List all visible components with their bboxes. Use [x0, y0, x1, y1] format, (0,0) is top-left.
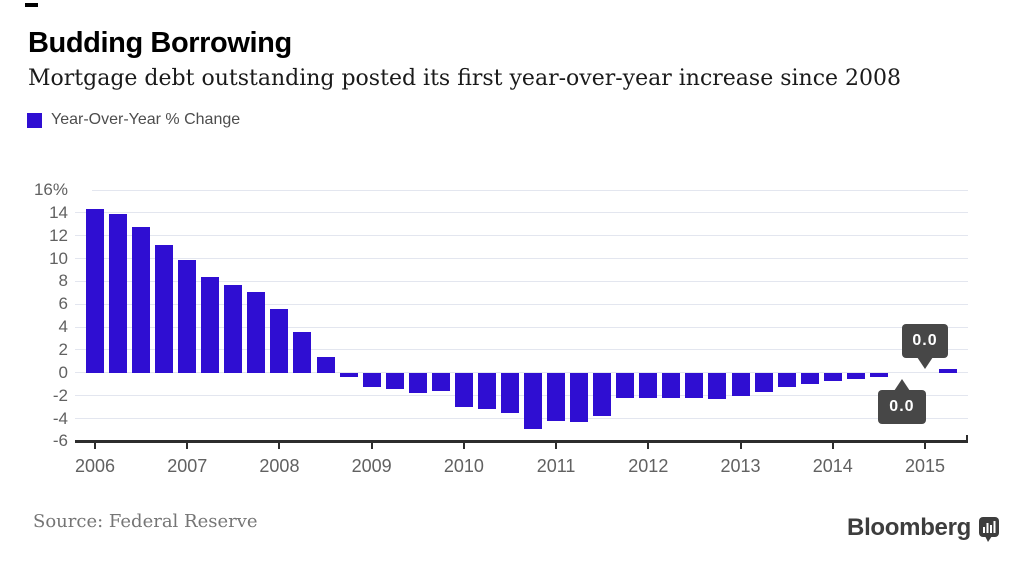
gridline [75, 212, 968, 214]
bar [86, 209, 104, 373]
bar [685, 372, 704, 398]
y-tick-label: -4 [52, 408, 68, 428]
x-tick-label: 2007 [167, 456, 208, 476]
bar [270, 308, 289, 373]
x-axis-end-cap [966, 435, 968, 442]
gridline [75, 372, 968, 374]
x-axis-tick [462, 441, 465, 450]
y-tick-label: 14 [49, 202, 68, 222]
bar [547, 372, 566, 421]
bloomberg-logo: Bloomberg [847, 514, 1000, 548]
x-axis-tick [831, 441, 834, 450]
x-tick-label: 2014 [812, 456, 853, 476]
legend-swatch-icon [27, 112, 42, 128]
bar [777, 372, 796, 387]
gridline [75, 418, 968, 420]
y-tick-label: 6 [58, 294, 68, 314]
bar [316, 356, 335, 373]
tooltip-above: 0.0 [901, 324, 948, 358]
y-tick-label: -6 [52, 431, 68, 451]
bloomberg-wordmark: Bloomberg [847, 514, 971, 541]
x-tick-label: 2013 [720, 456, 761, 476]
tooltip-above-pointer [916, 357, 933, 369]
x-tick-label: 2010 [443, 456, 484, 476]
x-tick-label: 2009 [351, 456, 392, 476]
bar [408, 372, 427, 394]
y-tick-label: 12 [49, 225, 68, 245]
top-accent-mark [25, 3, 38, 7]
x-axis-tick [647, 441, 650, 450]
x-tick-label: 2008 [259, 456, 300, 476]
x-axis-tick [739, 441, 742, 450]
gridline [75, 303, 968, 305]
bar [339, 372, 358, 378]
bar [754, 372, 773, 393]
gridline [75, 395, 968, 397]
x-axis-line [75, 440, 968, 443]
x-tick-label: 2015 [904, 456, 945, 476]
bar [454, 372, 473, 408]
x-tick-label: 2012 [628, 456, 669, 476]
x-axis-tick [923, 441, 926, 450]
source-note: Source: Federal Reserve [33, 511, 258, 532]
bar [293, 331, 312, 373]
tooltip-below: 0.0 [877, 390, 926, 424]
bar [500, 372, 519, 413]
legend: Year-Over-Year % Change [27, 111, 240, 129]
bar [362, 372, 381, 387]
bar [846, 372, 865, 379]
bar [639, 372, 658, 398]
bar [385, 372, 404, 389]
gridline [75, 349, 968, 351]
legend-label: Year-Over-Year % Change [51, 111, 241, 128]
x-axis-tick [94, 441, 96, 450]
y-tick-label: 2 [58, 339, 68, 359]
gridline [75, 235, 968, 237]
bar [431, 372, 450, 392]
bar [708, 372, 727, 400]
bar [662, 372, 681, 398]
bar [477, 372, 496, 410]
bar [800, 372, 819, 385]
y-tick-label: 16% [33, 180, 68, 199]
bar [247, 291, 266, 373]
y-tick-label: -2 [52, 385, 68, 405]
bar [731, 372, 750, 396]
y-tick-label: 10 [49, 248, 68, 268]
bar [616, 372, 635, 398]
bar [178, 259, 197, 373]
y-tick-label: 4 [58, 317, 68, 337]
gridline [75, 326, 968, 328]
gridline [75, 280, 968, 282]
bar [109, 213, 128, 373]
bloomberg-chart-bubble-icon [978, 516, 1000, 548]
x-axis-tick [278, 441, 281, 450]
tooltip-below-pointer [893, 379, 910, 391]
bar [593, 372, 612, 417]
gridline [92, 189, 968, 191]
bar [201, 276, 220, 373]
y-tick-label: 0 [58, 362, 68, 382]
bar [939, 369, 958, 373]
x-axis-tick [555, 441, 558, 450]
bar [869, 372, 888, 378]
x-tick-label: 2011 [536, 456, 576, 476]
bar [132, 226, 151, 373]
bar [524, 372, 543, 429]
gridline [75, 258, 968, 260]
chart-subtitle: Mortgage debt outstanding posted its fir… [28, 66, 902, 91]
y-tick-label: 8 [58, 271, 68, 291]
bar [823, 372, 842, 381]
bar [155, 244, 174, 373]
x-tick-label: 2006 [74, 456, 116, 476]
bar [570, 372, 589, 422]
chart-title: Budding Borrowing [28, 27, 292, 59]
x-axis-tick [370, 441, 373, 450]
x-axis-tick [186, 441, 189, 450]
bar [224, 284, 243, 373]
